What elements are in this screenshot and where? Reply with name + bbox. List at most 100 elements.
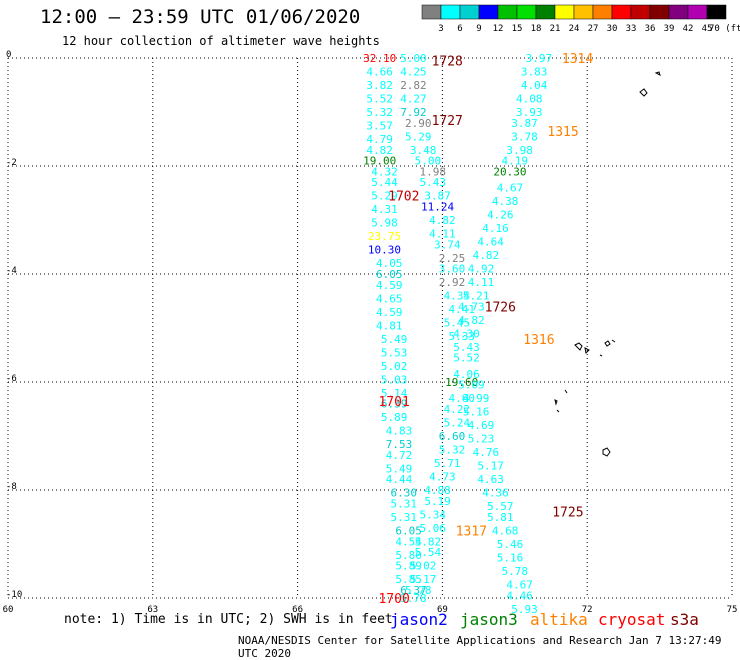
wave-height-point: 5.53: [381, 346, 408, 359]
wave-height-point: 4.81: [376, 319, 403, 332]
wave-height-point: 20.30: [493, 165, 526, 178]
wave-height-point: 4.04: [521, 79, 548, 92]
wave-height-point: 4.67: [506, 579, 533, 592]
wave-height-point: 5.93: [511, 603, 538, 616]
track-time-label: 1726: [485, 300, 516, 315]
x-tick-label: 75: [727, 605, 738, 615]
wave-height-point: 4.63: [477, 473, 504, 486]
wave-height-point: 4.99: [463, 392, 490, 405]
wave-height-point: 5.16: [463, 406, 490, 419]
track-time-label: 1315: [547, 125, 578, 140]
wave-height-point: 5.29: [405, 130, 432, 143]
satellite-jason2: jason2: [390, 610, 448, 629]
legend-swatch: [497, 4, 518, 20]
track-time-label: 1316: [523, 333, 554, 348]
wave-height-point: 4.68: [492, 525, 519, 538]
credit-line: NOAA/NESDIS Center for Satellite Applica…: [238, 634, 722, 660]
track-time-label: 1314: [562, 52, 593, 67]
wave-height-point: 4.59: [376, 306, 403, 319]
track-time-label: 1702: [388, 190, 419, 205]
wave-height-point: 5.33: [448, 330, 475, 343]
wave-height-point: 5.89: [395, 560, 422, 573]
wave-height-point: 19.00: [363, 155, 396, 168]
legend-swatch: [554, 4, 575, 20]
wave-height-point: 6.30: [391, 487, 418, 500]
wave-height-point: 4.34: [444, 290, 471, 303]
wave-height-point: 19.60: [445, 376, 478, 389]
wave-height-point: 5.52: [453, 352, 480, 365]
wave-height-point: 5.78: [400, 592, 427, 605]
track-time-label: 1727: [432, 114, 463, 129]
coastline: [554, 71, 661, 457]
wave-height-point: 5.57: [487, 500, 514, 513]
wave-height-point: 6.05: [376, 268, 403, 281]
wave-height-point: 5.52: [366, 93, 393, 106]
legend-label: 30: [607, 24, 618, 34]
legend-swatch: [668, 4, 689, 20]
wave-height-point: 5.21: [463, 290, 490, 303]
legend-label: 36: [645, 24, 656, 34]
wave-height-point: 4.82: [458, 314, 485, 327]
wave-height-point: 2.92: [439, 276, 466, 289]
wave-height-point: 3.60: [439, 263, 466, 276]
satellite-jason3: jason3: [460, 610, 518, 629]
wave-height-point: 5.80: [395, 549, 422, 562]
track-labels: 1728 1727 1702 1726 1701 1725 1700 1314 1315 1316…: [378, 52, 593, 607]
wave-height-point: 4.64: [477, 236, 504, 249]
wave-height-point: 4.73: [458, 300, 485, 313]
wave-height-point: 1.98: [419, 165, 446, 178]
wave-height-point: 4.88: [424, 484, 451, 497]
satellite-altika: altika: [530, 610, 588, 629]
wave-height-point: 5.29: [371, 190, 398, 203]
wave-height-point: 4.44: [386, 473, 413, 486]
legend-swatch: [592, 4, 613, 20]
chart-grid: [7, 57, 733, 599]
legend-swatch: [649, 4, 670, 20]
wave-height-point: 5.03: [381, 373, 408, 386]
legend-label: 33: [626, 24, 637, 34]
y-tick-label: -10: [6, 590, 22, 600]
footnote: note: 1) Time is in UTC; 2) SWH is in fe…: [64, 612, 393, 627]
wave-height-point: 10.30: [368, 244, 401, 257]
legend-label: 24: [569, 24, 580, 34]
wave-height-point: 5.31: [391, 498, 418, 511]
wave-height-point: 5.49: [386, 462, 413, 475]
wave-height-point: 4.31: [371, 203, 398, 216]
wave-height-point: 3.93: [516, 106, 543, 119]
y-tick-label: -2: [6, 158, 17, 168]
wave-height-point: 7.53: [386, 438, 413, 451]
y-tick-label: -4: [6, 266, 17, 276]
y-tick-label: -6: [6, 374, 17, 384]
wave-height-point: 5.06: [419, 522, 446, 535]
legend-swatch: [421, 4, 442, 20]
wave-height-point: 6.37: [400, 584, 427, 597]
wave-height-point: 4.36: [482, 487, 509, 500]
chart-axes: 60 63 66 69 72 75 0 -2 -4 -6 -8 -10: [3, 50, 738, 615]
track-time-label: 1701: [378, 395, 409, 410]
legend-swatch: [630, 4, 651, 20]
legend-swatch: [687, 4, 708, 20]
legend-label: 6: [457, 24, 462, 34]
wave-height-point: 4.11: [429, 228, 456, 241]
wave-height-point: 5.89: [381, 411, 408, 424]
wave-height-point: 5.16: [497, 552, 524, 565]
wave-height-point: 7.92: [400, 106, 427, 119]
wave-height-point: 4.11: [468, 276, 495, 289]
satellite-s3a: s3a: [670, 610, 699, 629]
wave-height-point: 5.78: [405, 584, 432, 597]
wave-height-point: 4.60: [448, 392, 475, 405]
wave-height-point: 5.17: [410, 573, 437, 586]
wave-height-point: 4.32: [371, 165, 398, 178]
wave-height-point: 5.14: [381, 387, 408, 400]
wave-height-point: 4.73: [429, 471, 456, 484]
wave-height-point: 5.34: [419, 508, 446, 521]
wave-height-point: 4.05: [376, 257, 403, 270]
legend-label: 70 (ft): [709, 24, 740, 34]
wave-height-point: 5.45: [444, 317, 471, 330]
track-time-label: 1317: [456, 525, 487, 540]
wave-height-point: 4.79: [366, 133, 393, 146]
coast-islands-3: [554, 389, 611, 457]
track-time-label: 1725: [552, 506, 583, 521]
